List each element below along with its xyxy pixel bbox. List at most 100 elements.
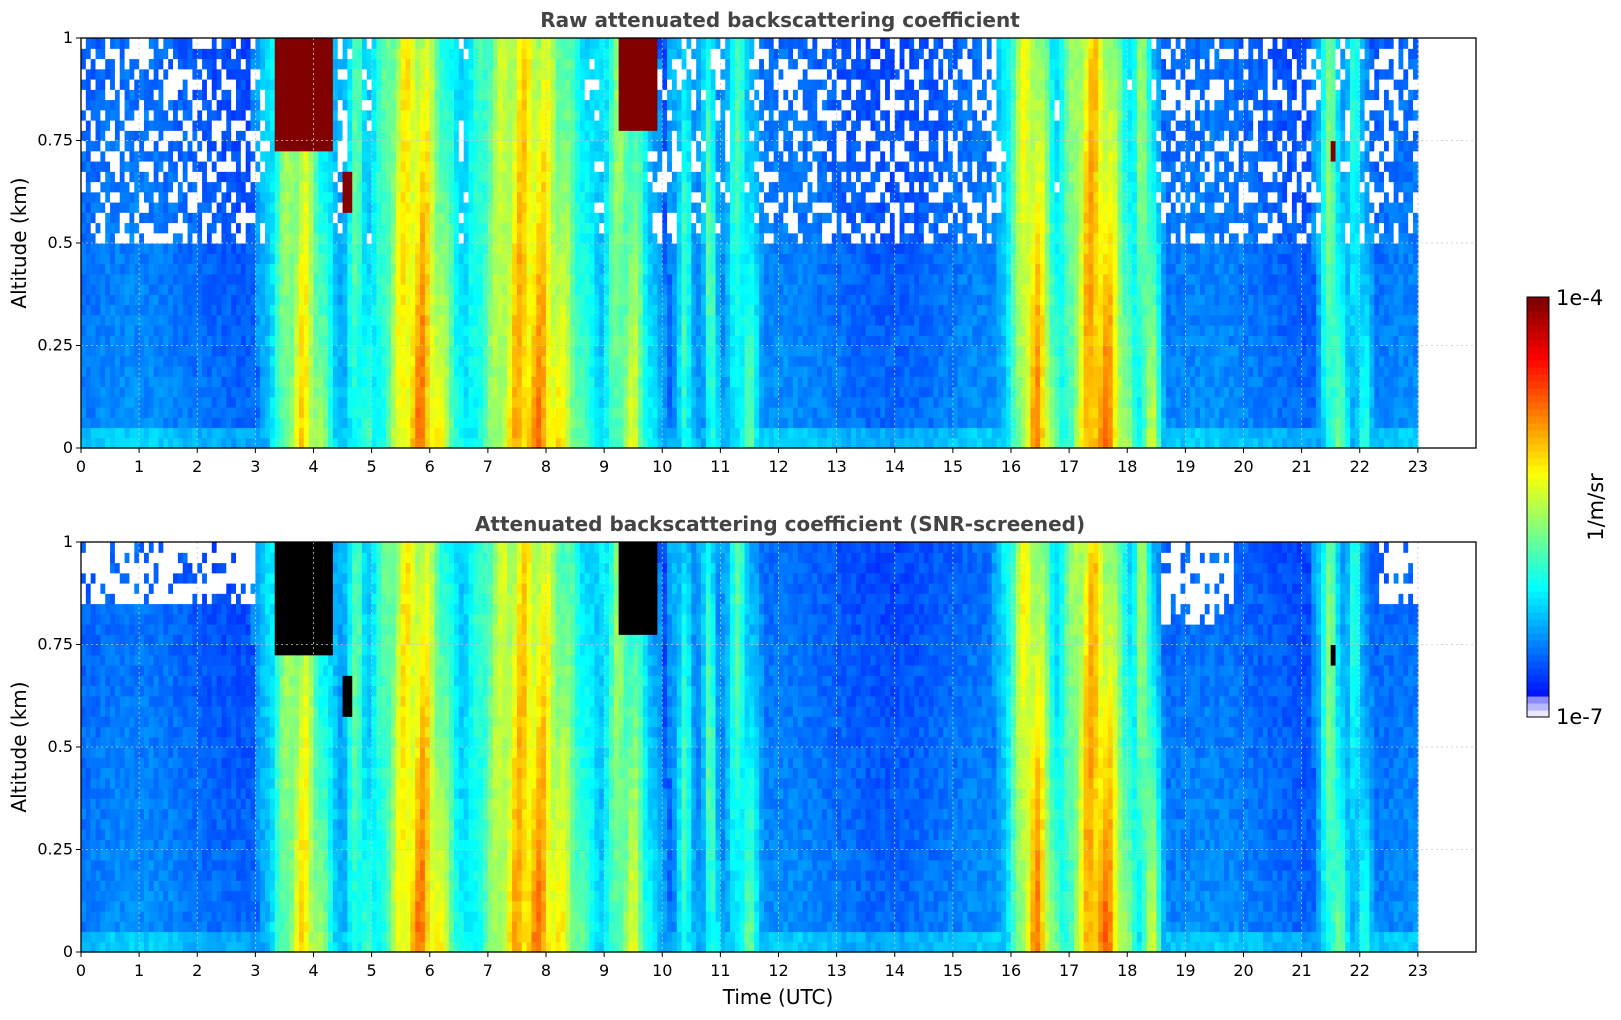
heatmap-cell	[439, 68, 445, 80]
heatmap-cell	[197, 294, 203, 306]
heatmap-cell	[255, 376, 261, 388]
heatmap-cell	[671, 89, 678, 101]
heatmap-cell	[90, 253, 97, 265]
heatmap-cell	[366, 58, 373, 70]
heatmap-cell	[458, 38, 465, 49]
heatmap-cell	[95, 89, 101, 101]
heatmap-cell	[453, 345, 460, 357]
heatmap-cell	[584, 99, 591, 111]
heatmap-cell	[570, 140, 576, 152]
heatmap-cell	[361, 48, 368, 60]
heatmap-cell	[173, 48, 179, 60]
heatmap-cell	[667, 68, 673, 80]
heatmap-cell	[163, 376, 169, 388]
heatmap-cell	[187, 335, 193, 347]
heatmap-cell	[604, 345, 610, 357]
heatmap-cell	[662, 130, 668, 142]
heatmap-cell	[391, 284, 397, 295]
heatmap-cell	[463, 120, 470, 131]
heatmap-cell	[507, 99, 513, 111]
heatmap-cell	[129, 396, 135, 408]
heatmap-cell	[531, 335, 537, 347]
heatmap-cell	[323, 427, 329, 439]
heatmap-cell	[546, 171, 552, 183]
heatmap-cell	[584, 171, 591, 183]
heatmap-cell	[231, 99, 237, 111]
heatmap-cell	[575, 202, 581, 213]
heatmap-cell	[681, 284, 688, 295]
heatmap-cell	[473, 140, 479, 152]
heatmap-cell	[502, 314, 508, 326]
heatmap-cell	[163, 99, 169, 111]
heatmap-cell	[347, 407, 353, 418]
heatmap-cell	[134, 427, 140, 439]
heatmap-cell	[124, 58, 131, 70]
heatmap-cell	[381, 253, 387, 265]
heatmap-cell	[168, 109, 174, 121]
heatmap-cell	[240, 161, 247, 172]
heatmap-cell	[337, 376, 344, 388]
heatmap-cell	[361, 396, 368, 408]
heatmap-cell	[473, 335, 479, 347]
heatmap-cell	[85, 171, 92, 183]
heatmap-cell	[352, 417, 358, 429]
heatmap-cell	[265, 396, 271, 408]
heatmap-cell	[608, 89, 615, 101]
heatmap-cell	[502, 294, 508, 306]
heatmap-cell	[575, 120, 581, 131]
heatmap-cell	[100, 284, 106, 295]
heatmap-cell	[400, 243, 407, 254]
heatmap-cell	[313, 253, 319, 265]
heatmap-cell	[274, 161, 281, 172]
heatmap-cell	[449, 396, 455, 408]
heatmap-cell	[95, 355, 101, 367]
heatmap-cell	[337, 181, 344, 193]
heatmap-cell	[163, 48, 169, 60]
heatmap-cell	[550, 325, 557, 336]
heatmap-cell	[424, 263, 431, 275]
heatmap-cell	[226, 355, 232, 367]
heatmap-cell	[255, 396, 261, 408]
heatmap-cell	[487, 396, 494, 408]
heatmap-cell	[424, 171, 431, 183]
heatmap-cell	[638, 304, 644, 316]
heatmap-cell	[357, 314, 363, 326]
heatmap-cell	[376, 345, 382, 357]
heatmap-cell	[516, 376, 523, 388]
heatmap-cell	[158, 427, 164, 439]
heatmap-cell	[269, 120, 276, 131]
heatmap-cell	[318, 232, 324, 244]
heatmap-cell	[618, 202, 625, 213]
heatmap-cell	[579, 335, 586, 347]
heatmap-cell	[434, 191, 441, 203]
heatmap-cell	[400, 181, 407, 193]
heatmap-cell	[618, 99, 625, 111]
heatmap-cell	[328, 325, 334, 336]
heatmap-cell	[667, 294, 673, 306]
heatmap-cell	[657, 304, 663, 316]
heatmap-cell	[652, 417, 658, 429]
heatmap-cell	[415, 437, 421, 449]
heatmap-cell	[148, 366, 155, 377]
heatmap-cell	[647, 437, 654, 449]
heatmap-cell	[313, 314, 319, 326]
heatmap-cell	[516, 171, 523, 183]
heatmap-cell	[313, 38, 319, 49]
heatmap-cell	[546, 48, 552, 60]
heatmap-cell	[579, 396, 586, 408]
heatmap-cell	[512, 140, 518, 152]
heatmap-cell	[395, 212, 402, 224]
heatmap-cell	[589, 396, 596, 408]
heatmap-cell	[391, 130, 397, 142]
heatmap-cell	[478, 253, 484, 265]
heatmap-cell	[560, 376, 566, 388]
heatmap-cell	[139, 345, 145, 357]
heatmap-cell	[444, 376, 450, 388]
heatmap-cell	[575, 284, 581, 295]
heatmap-cell	[575, 140, 581, 152]
heatmap-cell	[618, 79, 625, 90]
heatmap-cell	[560, 314, 566, 326]
heatmap-cell	[579, 232, 586, 244]
heatmap-cell	[226, 427, 232, 439]
heatmap-cell	[250, 181, 256, 193]
